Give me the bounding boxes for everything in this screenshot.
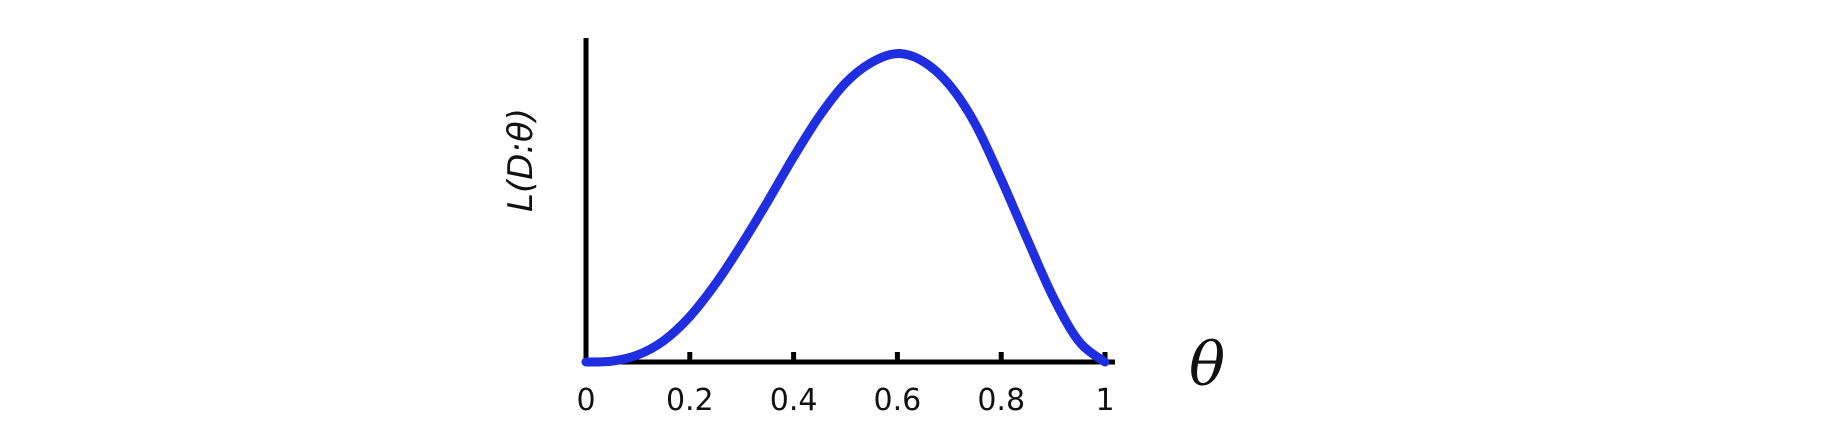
x-tick-label: 1 [1095,383,1114,418]
x-tick-label: 0.8 [977,383,1025,418]
x-tick-label: 0.4 [770,383,818,418]
x-tick-labels: 0 0.2 0.4 0.6 0.8 1 [576,383,1114,418]
x-tick-label: 0 [576,383,595,418]
y-axis-title: L(D:θ) [501,108,541,212]
x-tick-label: 0.2 [666,383,714,418]
axes [583,38,1115,365]
likelihood-curve [581,49,1110,367]
x-tick-label: 0.6 [874,383,922,418]
series-layer [581,49,1110,367]
x-axis-title: θ [1189,330,1225,400]
